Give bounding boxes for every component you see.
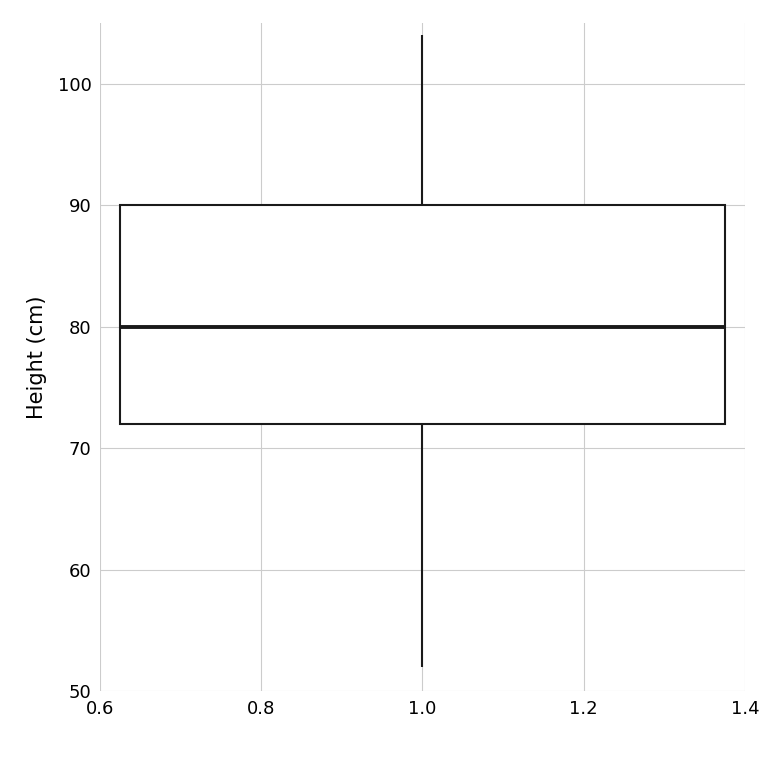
- Y-axis label: Height (cm): Height (cm): [27, 296, 47, 419]
- Bar: [120, 205, 725, 424]
